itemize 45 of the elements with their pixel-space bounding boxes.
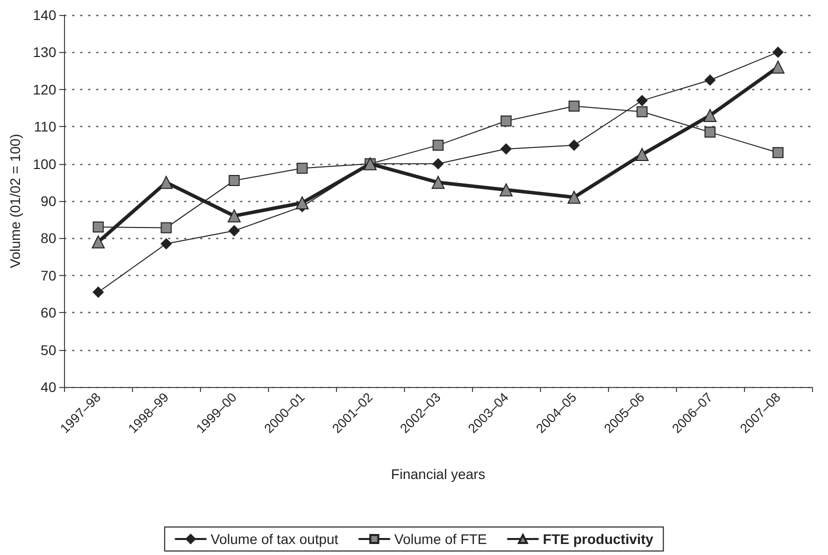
point [228, 175, 240, 186]
point [160, 176, 173, 189]
point [432, 158, 444, 170]
y-tick-label: 40 [40, 379, 56, 395]
point [636, 95, 648, 106]
point [228, 209, 241, 222]
point [500, 143, 512, 154]
point [772, 46, 784, 58]
point [500, 183, 513, 196]
point [636, 148, 649, 161]
point [704, 126, 716, 138]
y-tick-label: 60 [40, 304, 56, 321]
point [568, 100, 580, 112]
y-tick-label: 110 [34, 118, 56, 135]
point [92, 235, 105, 248]
legend-label: Volume of FTE [394, 531, 487, 547]
point [772, 60, 785, 74]
point [772, 147, 784, 158]
point [704, 108, 717, 122]
point [568, 190, 581, 204]
y-axis-title: Volume (01/02 = 100) [7, 134, 23, 268]
y-tick-label: 80 [40, 230, 56, 246]
y-tick-label: 100 [32, 156, 56, 172]
legend-label: Volume of tax output [210, 531, 338, 547]
point [160, 238, 172, 250]
point [704, 74, 716, 86]
x-axis-title: Financial years [391, 466, 486, 482]
point [296, 162, 308, 174]
point [160, 222, 172, 234]
point [92, 286, 104, 298]
point [568, 140, 580, 151]
y-tick-label: 120 [32, 81, 56, 98]
point [432, 140, 444, 151]
point [296, 196, 309, 210]
point [432, 176, 445, 189]
y-tick-label: 90 [40, 193, 56, 209]
y-tick-label: 70 [40, 267, 56, 284]
y-tick-label: 140 [32, 7, 56, 23]
point [500, 116, 512, 127]
y-tick-label: 130 [32, 44, 56, 60]
point [228, 225, 240, 236]
point [636, 106, 648, 118]
legend-label: FTE productivity [542, 531, 654, 547]
point [92, 222, 104, 233]
y-tick-label: 50 [40, 342, 56, 358]
